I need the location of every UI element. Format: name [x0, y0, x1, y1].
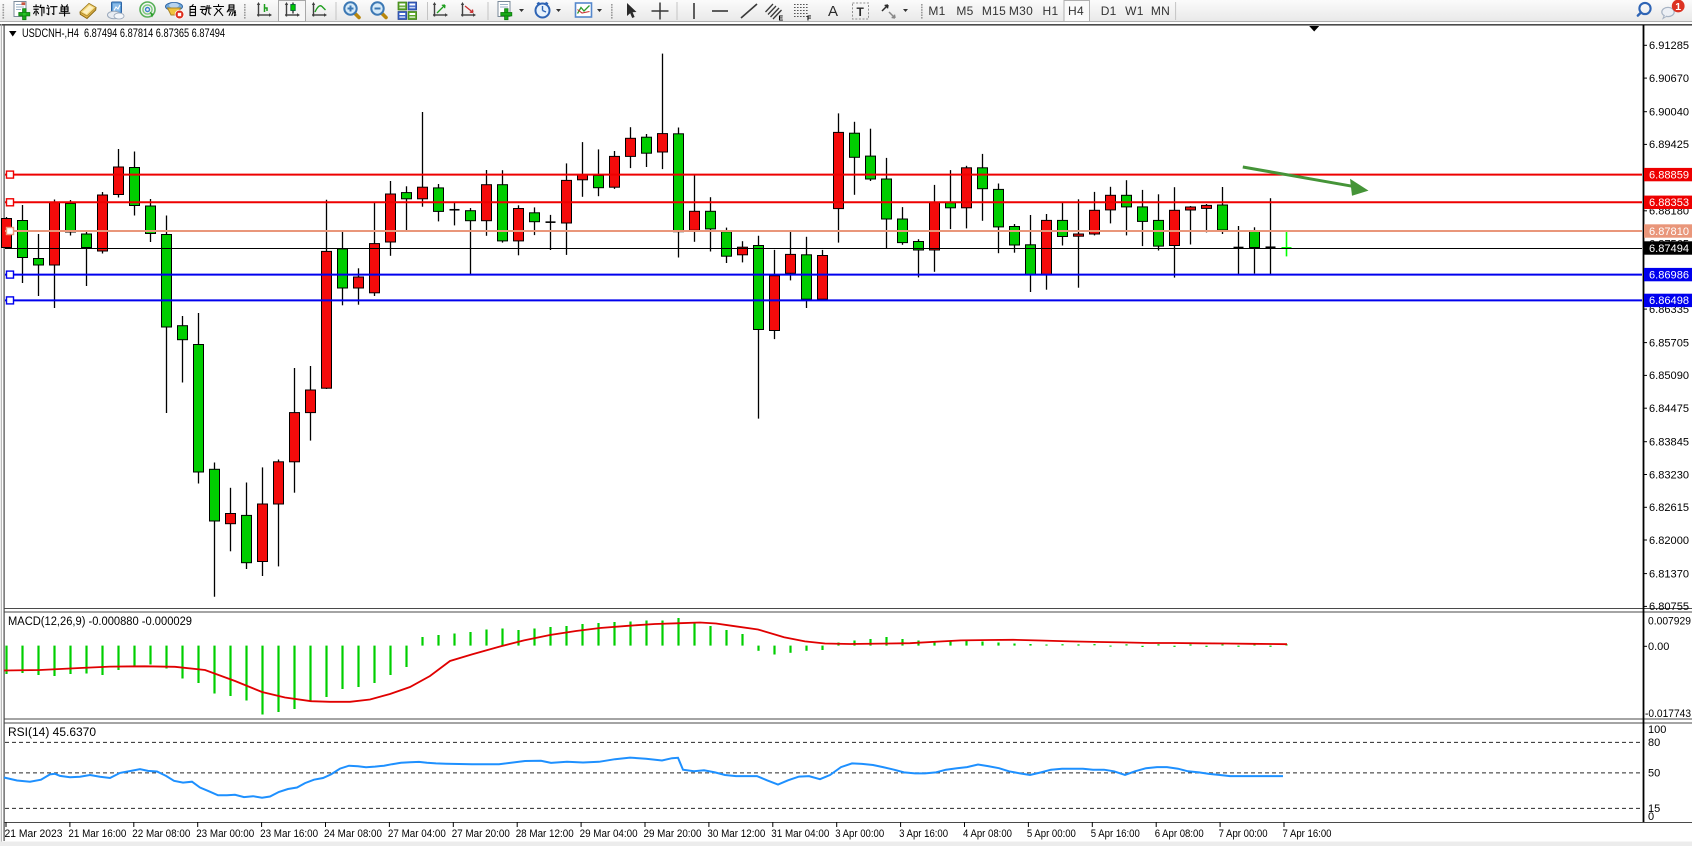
svg-text:30 Mar 12:00: 30 Mar 12:00 [707, 828, 765, 840]
svg-text:0.007929: 0.007929 [1648, 616, 1691, 628]
svg-text:W1: W1 [1125, 4, 1144, 18]
svg-text:6.85090: 6.85090 [1649, 370, 1689, 382]
svg-text:23 Mar 00:00: 23 Mar 00:00 [196, 828, 254, 840]
svg-text:0.00: 0.00 [1648, 641, 1669, 653]
svg-text:6.90040: 6.90040 [1649, 107, 1689, 119]
svg-text:T: T [857, 5, 865, 19]
svg-text:29 Mar 20:00: 29 Mar 20:00 [644, 828, 702, 840]
svg-text:6.81370: 6.81370 [1649, 568, 1689, 580]
svg-text:M5: M5 [956, 4, 973, 18]
svg-text:6.82615: 6.82615 [1649, 502, 1689, 514]
svg-text:3 Apr 00:00: 3 Apr 00:00 [835, 828, 884, 840]
svg-text:H4: H4 [1068, 4, 1084, 18]
svg-text:MACD(12,26,9) -0.000880 -0.000: MACD(12,26,9) -0.000880 -0.000029 [8, 616, 192, 628]
svg-text:6.86498: 6.86498 [1649, 295, 1689, 307]
svg-text:15: 15 [1648, 803, 1660, 815]
svg-text:24 Mar 08:00: 24 Mar 08:00 [324, 828, 382, 840]
svg-text:M15: M15 [982, 4, 1006, 18]
svg-text:5 Apr 16:00: 5 Apr 16:00 [1091, 828, 1140, 840]
svg-text:6.80755: 6.80755 [1649, 601, 1689, 613]
svg-text:6.87810: 6.87810 [1649, 226, 1689, 238]
svg-text:6.84475: 6.84475 [1649, 403, 1689, 415]
svg-text:3 Apr 16:00: 3 Apr 16:00 [899, 828, 948, 840]
svg-text:6.88353: 6.88353 [1649, 197, 1689, 209]
svg-text:50: 50 [1648, 768, 1660, 780]
svg-text:USDCNH-,H4 6.87494 6.87814 6.: USDCNH-,H4 6.87494 6.87814 6.87365 6.874… [22, 28, 225, 40]
svg-text:H1: H1 [1043, 4, 1059, 18]
svg-text:23 Mar 16:00: 23 Mar 16:00 [260, 828, 318, 840]
svg-text:MN: MN [1151, 4, 1170, 18]
svg-text:31 Mar 04:00: 31 Mar 04:00 [771, 828, 829, 840]
svg-text:F: F [807, 16, 812, 23]
svg-text:6.83845: 6.83845 [1649, 437, 1689, 449]
svg-text:6 Apr 08:00: 6 Apr 08:00 [1155, 828, 1204, 840]
svg-text:6.88859: 6.88859 [1649, 169, 1689, 181]
svg-text:-0.017743: -0.017743 [1645, 708, 1691, 720]
svg-text:7 Apr 16:00: 7 Apr 16:00 [1283, 828, 1332, 840]
svg-text:6.89425: 6.89425 [1649, 139, 1689, 151]
svg-text:M1: M1 [928, 4, 945, 18]
svg-text:7 Apr 00:00: 7 Apr 00:00 [1219, 828, 1268, 840]
svg-text:27 Mar 04:00: 27 Mar 04:00 [388, 828, 446, 840]
svg-text:6.83230: 6.83230 [1649, 469, 1689, 481]
svg-text:22 Mar 08:00: 22 Mar 08:00 [132, 828, 190, 840]
svg-text:6.82000: 6.82000 [1649, 535, 1689, 547]
svg-text:21 Mar 2023: 21 Mar 2023 [5, 828, 63, 840]
svg-text:6.90670: 6.90670 [1649, 73, 1689, 85]
svg-text:0: 0 [1648, 811, 1654, 823]
svg-text:5 Apr 00:00: 5 Apr 00:00 [1027, 828, 1076, 840]
svg-text:29 Mar 04:00: 29 Mar 04:00 [580, 828, 638, 840]
svg-text:RSI(14) 45.6370: RSI(14) 45.6370 [8, 727, 96, 739]
svg-text:D1: D1 [1101, 4, 1117, 18]
svg-text:28 Mar 12:00: 28 Mar 12:00 [516, 828, 574, 840]
svg-text:80: 80 [1648, 737, 1660, 749]
svg-text:6.85705: 6.85705 [1649, 337, 1689, 349]
svg-text:6.86986: 6.86986 [1649, 269, 1689, 281]
svg-text:27 Mar 20:00: 27 Mar 20:00 [452, 828, 510, 840]
svg-text:E: E [779, 16, 784, 23]
svg-text:6.87494: 6.87494 [1649, 243, 1689, 255]
svg-text:M30: M30 [1009, 4, 1033, 18]
svg-text:A: A [828, 3, 838, 20]
svg-text:4 Apr 08:00: 4 Apr 08:00 [963, 828, 1012, 840]
svg-text:6.91285: 6.91285 [1649, 40, 1689, 52]
svg-text:1: 1 [1675, 1, 1681, 13]
svg-text:100: 100 [1648, 724, 1666, 736]
svg-text:21 Mar 16:00: 21 Mar 16:00 [68, 828, 126, 840]
